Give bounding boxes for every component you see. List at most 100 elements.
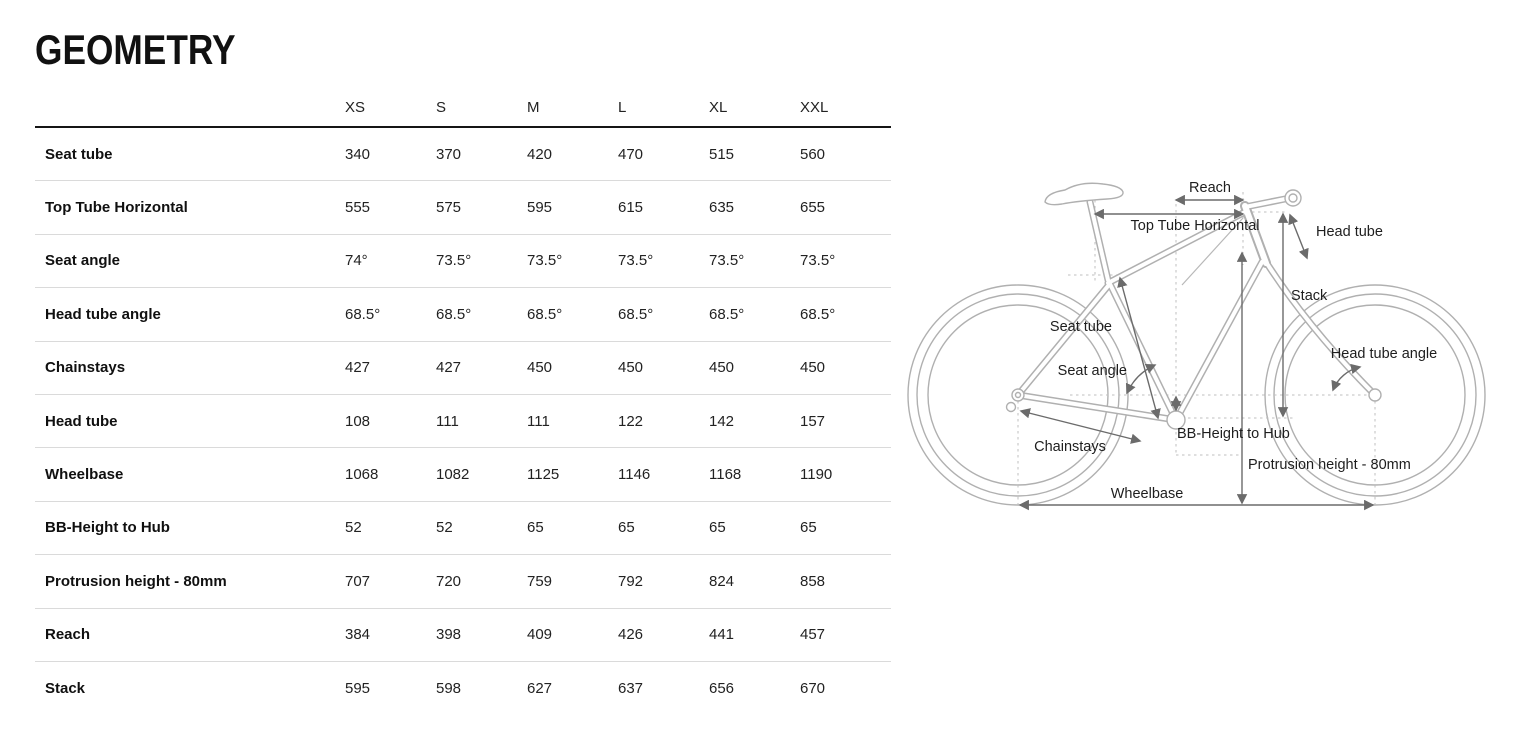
size-header: L bbox=[618, 98, 627, 116]
table-row: Protrusion height - 80mm 707 720 759 792 824 8… bbox=[35, 555, 891, 609]
row-value: 598 bbox=[436, 680, 462, 698]
row-value: 707 bbox=[345, 572, 371, 590]
row-value: 792 bbox=[618, 572, 644, 590]
row-value: 1068 bbox=[345, 466, 379, 484]
row-value: 68.5° bbox=[800, 305, 836, 323]
row-label: Head tube angle bbox=[45, 305, 161, 323]
stack-label: Stack bbox=[1291, 288, 1328, 304]
row-value: 720 bbox=[436, 572, 462, 590]
row-value: 73.5° bbox=[618, 252, 654, 270]
row-label: Head tube bbox=[45, 412, 118, 430]
protrusion-height-label: Protrusion height - 80mm bbox=[1248, 457, 1411, 473]
row-value: 450 bbox=[709, 359, 735, 377]
table-row: BB-Height to Hub 52 52 65 65 65 65 bbox=[35, 502, 891, 556]
row-value: 409 bbox=[527, 626, 553, 644]
row-value: 655 bbox=[800, 199, 826, 217]
row-value: 73.5° bbox=[800, 252, 836, 270]
row-label: Stack bbox=[45, 680, 86, 698]
row-value: 1082 bbox=[436, 466, 470, 484]
head-tube-angle-label: Head tube angle bbox=[1331, 346, 1437, 362]
row-value: 595 bbox=[527, 199, 553, 217]
row-value: 68.5° bbox=[345, 305, 381, 323]
row-value: 370 bbox=[436, 145, 462, 163]
row-value: 426 bbox=[618, 626, 644, 644]
table-body: Seat tube 340 370 420 470 515 560 Top Tube Hori… bbox=[35, 128, 891, 715]
rear-hub bbox=[1005, 388, 1025, 413]
row-value: 74° bbox=[345, 252, 368, 270]
row-value: 142 bbox=[709, 412, 735, 430]
row-value: 68.5° bbox=[709, 305, 745, 323]
row-value: 470 bbox=[618, 145, 644, 163]
row-value: 68.5° bbox=[527, 305, 563, 323]
row-value: 555 bbox=[345, 199, 371, 217]
row-value: 52 bbox=[436, 519, 453, 537]
head-tube-arrow bbox=[1288, 213, 1309, 260]
row-value: 457 bbox=[800, 626, 826, 644]
table-row: Seat angle 74° 73.5° 73.5° 73.5° 73.5° 73.5° bbox=[35, 235, 891, 289]
row-value: 1146 bbox=[618, 466, 651, 484]
row-value: 65 bbox=[527, 519, 544, 537]
size-header: XS bbox=[345, 98, 366, 116]
page-title: GEOMETRY bbox=[35, 26, 236, 73]
diagram-labels: Reach Top Tube Horizontal Head tube Stac… bbox=[1034, 180, 1437, 502]
row-value: 595 bbox=[345, 680, 371, 698]
row-value: 68.5° bbox=[436, 305, 472, 323]
saddle bbox=[1044, 182, 1124, 206]
handlebar bbox=[1284, 189, 1302, 207]
row-value: 858 bbox=[800, 572, 826, 590]
row-value: 427 bbox=[345, 359, 371, 377]
chainstays-arrow bbox=[1019, 408, 1142, 444]
table-row: Reach 384 398 409 426 441 457 bbox=[35, 609, 891, 662]
size-header: XXL bbox=[800, 98, 829, 116]
row-value: 1190 bbox=[800, 466, 833, 484]
row-value: 340 bbox=[345, 145, 371, 163]
row-value: 670 bbox=[800, 680, 826, 698]
table-row: Head tube angle 68.5° 68.5° 68.5° 68.5° 68.5°… bbox=[35, 288, 891, 342]
row-value: 65 bbox=[800, 519, 817, 537]
row-value: 515 bbox=[709, 145, 735, 163]
table-header-row: XS S M L XL XXL bbox=[35, 88, 891, 128]
row-value: 1125 bbox=[527, 466, 560, 484]
row-value: 824 bbox=[709, 572, 735, 590]
row-value: 111 bbox=[436, 412, 459, 430]
bb-height-to-hub-label: BB-Height to Hub bbox=[1177, 426, 1290, 442]
row-value: 65 bbox=[709, 519, 726, 537]
head-tube-angle-arc bbox=[1331, 363, 1362, 392]
table-row: Top Tube Horizontal 555 575 595 615 635 655 bbox=[35, 181, 891, 235]
table-row: Head tube 108 111 111 122 142 157 bbox=[35, 395, 891, 449]
row-value: 420 bbox=[527, 145, 553, 163]
row-value: 450 bbox=[618, 359, 644, 377]
row-label: Reach bbox=[45, 626, 91, 644]
row-label: Seat angle bbox=[45, 252, 121, 270]
row-value: 637 bbox=[618, 680, 644, 698]
row-label: Protrusion height - 80mm bbox=[45, 572, 227, 590]
reach-label: Reach bbox=[1189, 180, 1231, 196]
row-label: Wheelbase bbox=[45, 466, 124, 484]
table-row: Stack 595 598 627 637 656 670 bbox=[35, 662, 891, 715]
row-value: 560 bbox=[800, 145, 826, 163]
row-value: 73.5° bbox=[436, 252, 472, 270]
size-header: M bbox=[527, 98, 540, 116]
row-value: 427 bbox=[436, 359, 462, 377]
row-label: Chainstays bbox=[45, 359, 126, 377]
row-label: BB-Height to Hub bbox=[45, 519, 170, 537]
front-hub bbox=[1368, 388, 1382, 402]
row-value: 111 bbox=[527, 412, 550, 430]
row-value: 108 bbox=[345, 412, 371, 430]
row-label: Seat tube bbox=[45, 145, 113, 163]
row-value: 73.5° bbox=[709, 252, 745, 270]
wheelbase-label: Wheelbase bbox=[1111, 486, 1184, 502]
row-value: 450 bbox=[527, 359, 553, 377]
row-value: 575 bbox=[436, 199, 462, 217]
row-value: 1168 bbox=[709, 466, 742, 484]
row-value: 759 bbox=[527, 572, 553, 590]
dimension-arrows bbox=[1018, 194, 1375, 511]
bike-geometry-diagram: Reach Top Tube Horizontal Head tube Stac… bbox=[907, 180, 1486, 511]
row-value: 441 bbox=[709, 626, 735, 644]
row-value: 73.5° bbox=[527, 252, 563, 270]
chainstays-label: Chainstays bbox=[1034, 439, 1106, 455]
row-value: 65 bbox=[618, 519, 635, 537]
row-value: 450 bbox=[800, 359, 826, 377]
size-header: S bbox=[436, 98, 447, 116]
table-row: Seat tube 340 370 420 470 515 560 bbox=[35, 128, 891, 182]
